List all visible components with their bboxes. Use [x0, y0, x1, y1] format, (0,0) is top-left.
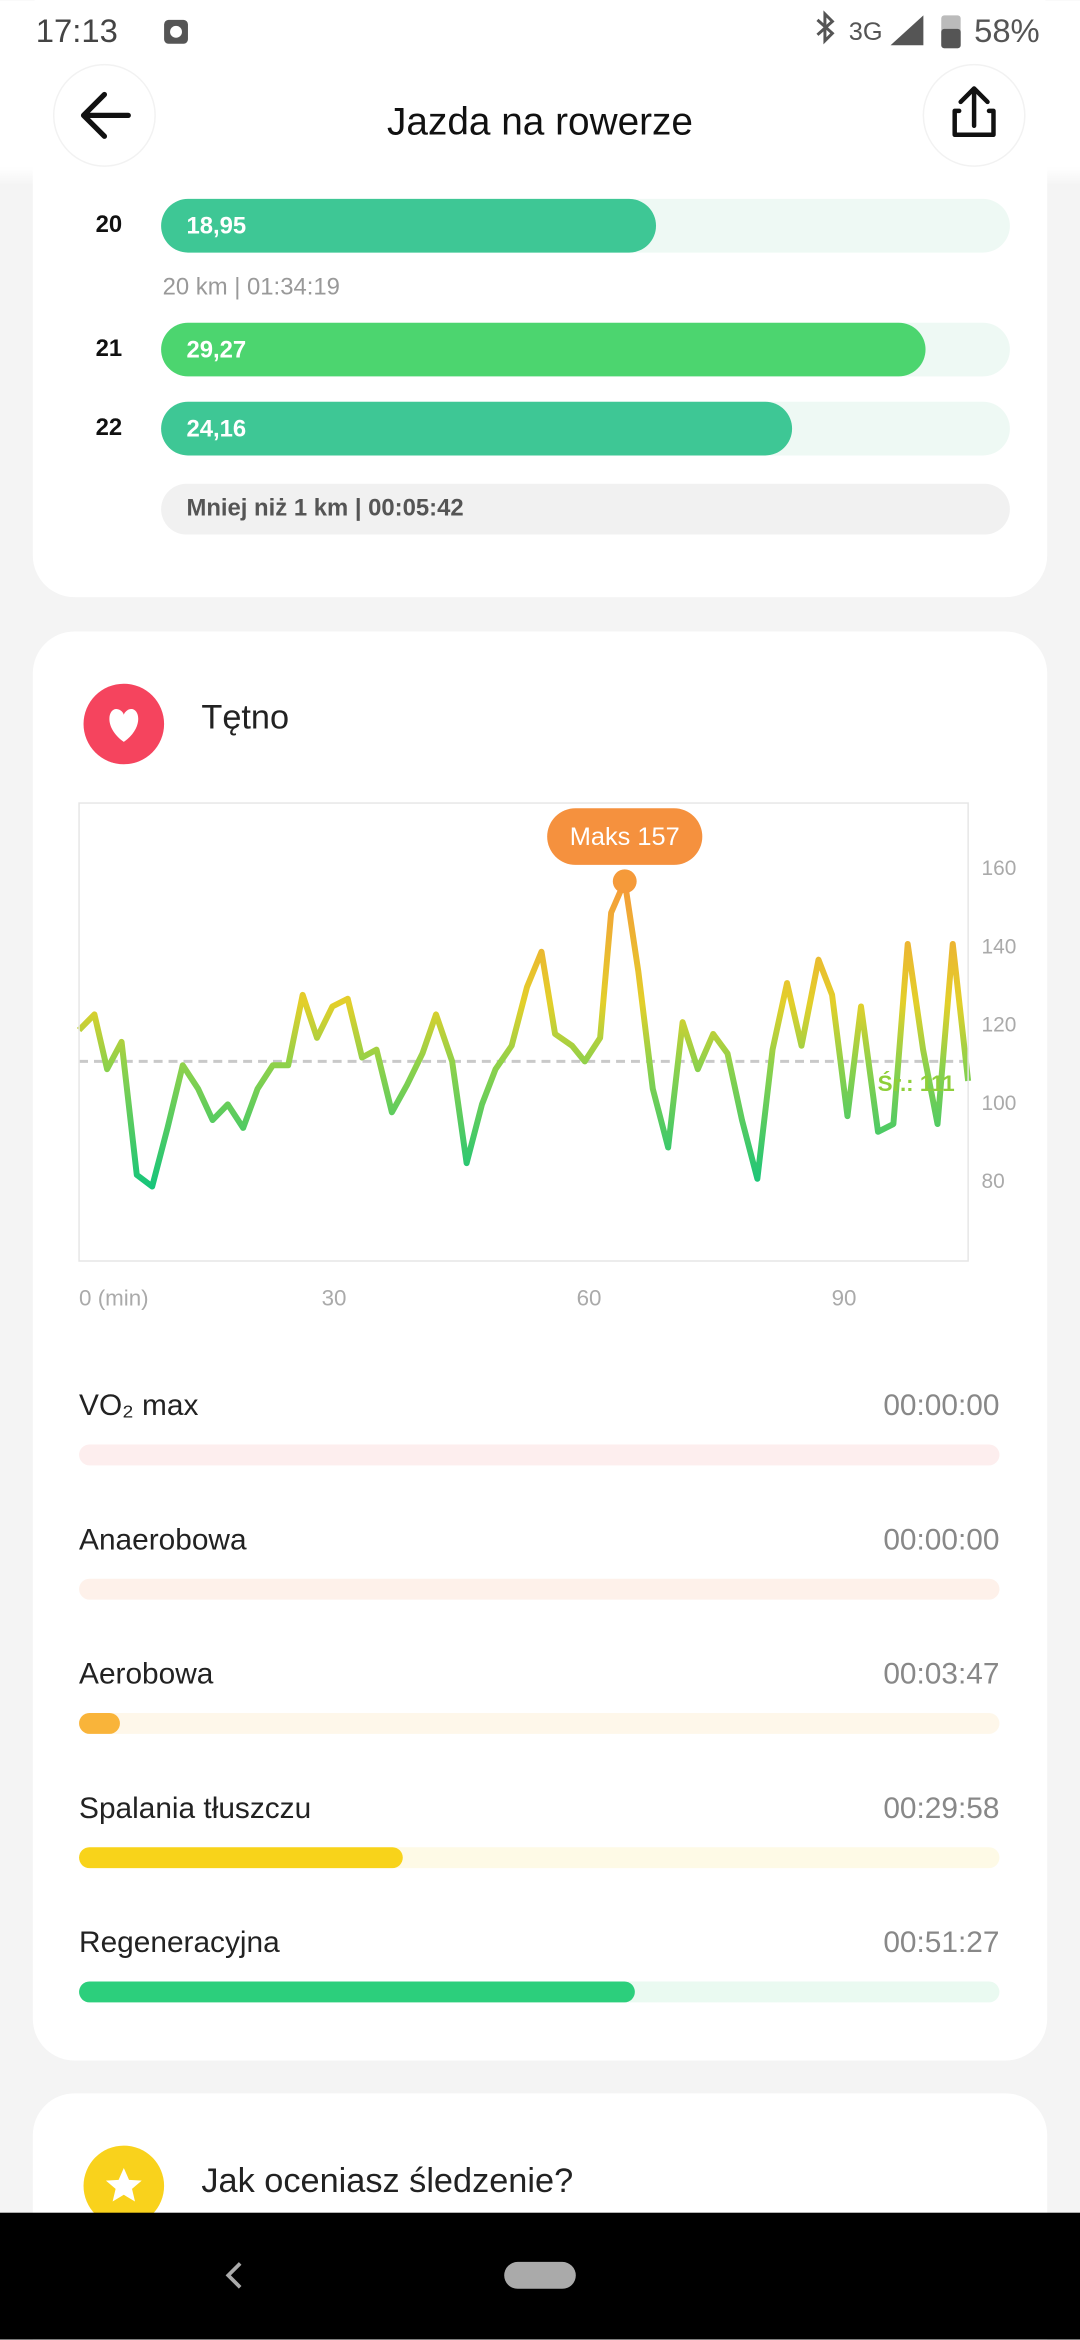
- nav-home[interactable]: [504, 2261, 576, 2289]
- zone-bar: [79, 1981, 635, 2003]
- split-value: 29,27: [186, 336, 246, 363]
- split-note: Mniej niż 1 km | 00:05:42: [186, 494, 463, 521]
- split-label: 21: [96, 335, 123, 362]
- split-bar: [161, 401, 793, 456]
- x-tick-label: 90: [832, 1286, 857, 1311]
- split-note: 20 km | 01:34:19: [163, 274, 340, 301]
- zone-name: VO₂ max: [79, 1389, 198, 1422]
- y-tick-label: 120: [982, 1014, 1017, 1037]
- zone-track: [79, 1712, 1000, 1734]
- heart-rate-card: [32, 631, 1048, 2061]
- max-callout: [547, 808, 703, 865]
- split-value: 24,16: [186, 415, 246, 442]
- zone-time: 00:00:00: [883, 1389, 999, 1422]
- zone-track: [79, 1578, 1000, 1600]
- status-network: 3G: [849, 18, 883, 46]
- x-tick-label: 30: [322, 1286, 347, 1311]
- zone-time: 00:03:47: [883, 1658, 999, 1691]
- signal-icon: [890, 15, 924, 46]
- max-point: [612, 869, 637, 894]
- zone-bar: [79, 1712, 120, 1734]
- y-tick-label: 140: [982, 935, 1017, 958]
- split-note-pill: [161, 483, 1010, 535]
- top-texts: 17:13 3G 58% Jazda na rowerze: [36, 12, 1040, 144]
- nav-back[interactable]: [225, 2262, 242, 2289]
- split-value: 18,95: [186, 213, 246, 240]
- star-icon: [105, 2167, 142, 2202]
- zone-time: 00:00:00: [883, 1523, 999, 1556]
- split-bar: [161, 198, 657, 253]
- y-tick-label: 80: [982, 1170, 1005, 1193]
- zone-time: 00:29:58: [883, 1792, 999, 1825]
- zone-track: [79, 1444, 1000, 1466]
- heart-rate-line: [76, 878, 972, 1190]
- header-title: Jazda na rowerze: [387, 101, 693, 144]
- heart-icon: [109, 709, 139, 742]
- share-icon: [952, 86, 996, 137]
- zone-name: Anaerobowa: [79, 1523, 247, 1556]
- zone-time: 00:51:27: [883, 1926, 999, 1959]
- max-label: Maks 157: [570, 823, 680, 851]
- split-label: 22: [96, 414, 123, 441]
- content: 20 18,95 20 km | 01:34:19 21 29,27 22 24,16 Mni…: [76, 198, 1017, 2200]
- header-fade: [0, 167, 1080, 186]
- zone-name: Regeneracyjna: [79, 1926, 280, 1959]
- y-tick-label: 100: [982, 1092, 1017, 1115]
- split-label: 20: [96, 211, 123, 238]
- status-time: 17:13: [36, 12, 118, 49]
- card-title: Tętno: [201, 699, 289, 737]
- chart-frame: [78, 802, 969, 1262]
- zone-bar: [79, 1847, 403, 1869]
- status-icon-dot: [170, 25, 182, 38]
- average-label: Śr.: 111: [878, 1071, 955, 1096]
- zone-name: Aerobowa: [79, 1658, 214, 1691]
- rating-title: Jak oceniasz śledzenie?: [201, 2162, 573, 2200]
- zone-name: Spalania tłuszczu: [79, 1792, 311, 1825]
- y-tick-label: 160: [982, 857, 1017, 880]
- x-tick-label: 0 (min): [79, 1286, 149, 1311]
- battery-level: [941, 28, 961, 49]
- x-tick-label: 60: [577, 1286, 602, 1311]
- back-icon: [80, 91, 131, 139]
- bluetooth-icon: [816, 10, 835, 45]
- split-bar: [161, 322, 926, 377]
- status-battery: 58%: [974, 12, 1040, 49]
